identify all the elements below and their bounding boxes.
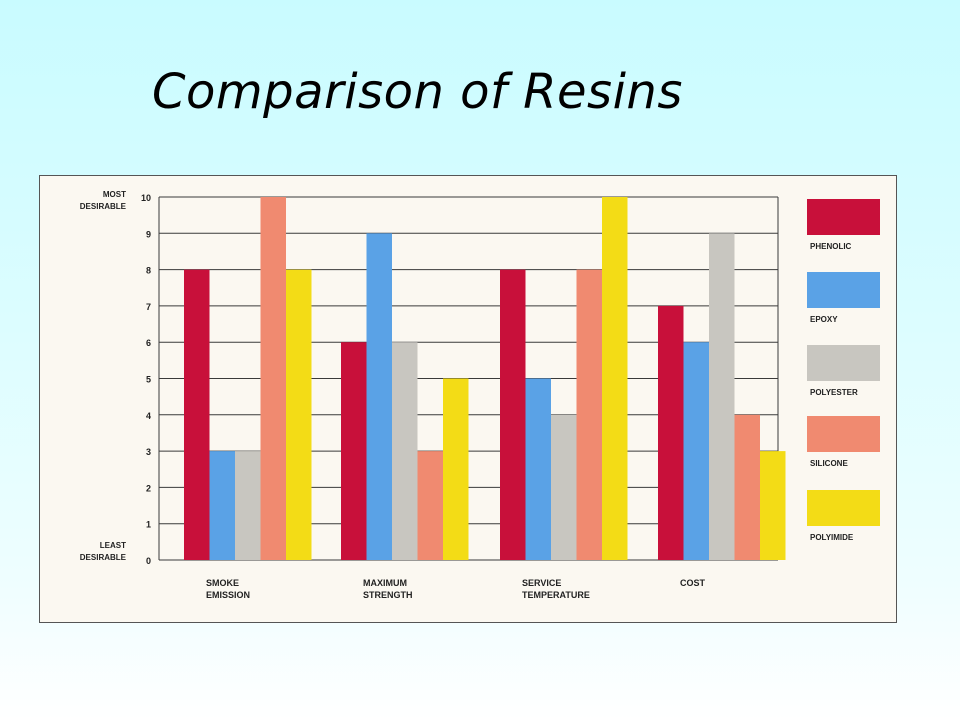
x-category-label: TEMPERATURE bbox=[522, 590, 590, 600]
legend-swatch bbox=[807, 272, 880, 308]
y-bottom-label: DESIRABLE bbox=[80, 553, 127, 562]
bar-chart: 0 1 2 3 4 5 6 7 8 9 10 MOST DESIRABLE LEAST DESIRABLE S… bbox=[80, 190, 880, 600]
bar bbox=[709, 233, 735, 561]
legend-swatch bbox=[807, 416, 880, 452]
bar bbox=[209, 451, 235, 560]
chart-frame: 0 1 2 3 4 5 6 7 8 9 10 MOST DESIRABLE LEAST DESIRABLE S… bbox=[39, 175, 897, 623]
y-tick-label: 8 bbox=[146, 266, 151, 276]
bar bbox=[235, 451, 261, 560]
x-category-label: COST bbox=[680, 578, 706, 588]
y-top-label: DESIRABLE bbox=[80, 202, 127, 211]
bar bbox=[525, 378, 551, 560]
bar bbox=[576, 269, 602, 560]
bar bbox=[341, 342, 367, 560]
y-tick-label: 6 bbox=[146, 338, 151, 348]
y-tick-label: 0 bbox=[146, 556, 151, 566]
x-category-label: STRENGTH bbox=[363, 590, 413, 600]
legend-label: PHENOLIC bbox=[810, 242, 852, 251]
y-tick-label: 4 bbox=[146, 411, 151, 421]
legend-label: POLYESTER bbox=[810, 388, 858, 397]
x-category-label: SERVICE bbox=[522, 578, 561, 588]
legend-label: POLYIMIDE bbox=[810, 533, 854, 542]
y-tick-label: 1 bbox=[146, 520, 151, 530]
x-category-label: MAXIMUM bbox=[363, 578, 407, 588]
legend-label: SILICONE bbox=[810, 459, 848, 468]
x-category-label: SMOKE bbox=[206, 578, 239, 588]
y-bottom-label: LEAST bbox=[100, 541, 126, 550]
bar bbox=[443, 378, 469, 560]
legend-label: EPOXY bbox=[810, 315, 838, 324]
y-tick-label: 3 bbox=[146, 447, 151, 457]
y-tick-label: 7 bbox=[146, 302, 151, 312]
y-top-label: MOST bbox=[103, 190, 126, 199]
legend-swatch bbox=[807, 490, 880, 526]
bar bbox=[184, 269, 210, 560]
bar bbox=[602, 197, 628, 560]
bar bbox=[366, 233, 392, 561]
legend-swatch bbox=[807, 199, 880, 235]
bar bbox=[392, 342, 418, 560]
bar bbox=[417, 451, 443, 560]
legend-swatch bbox=[807, 345, 880, 381]
bar bbox=[683, 342, 709, 560]
bar bbox=[551, 414, 577, 560]
y-tick-label: 10 bbox=[141, 193, 151, 203]
y-tick-label: 2 bbox=[146, 483, 151, 493]
bar bbox=[658, 305, 684, 560]
y-tick-label: 5 bbox=[146, 375, 151, 385]
bar bbox=[760, 451, 786, 560]
x-category-label: EMISSION bbox=[206, 590, 250, 600]
bar bbox=[734, 414, 760, 560]
bar bbox=[286, 269, 312, 560]
bar bbox=[500, 269, 526, 560]
y-tick-label: 9 bbox=[146, 229, 151, 239]
slide-title: Comparison of Resins bbox=[152, 64, 683, 120]
bar bbox=[260, 197, 286, 560]
